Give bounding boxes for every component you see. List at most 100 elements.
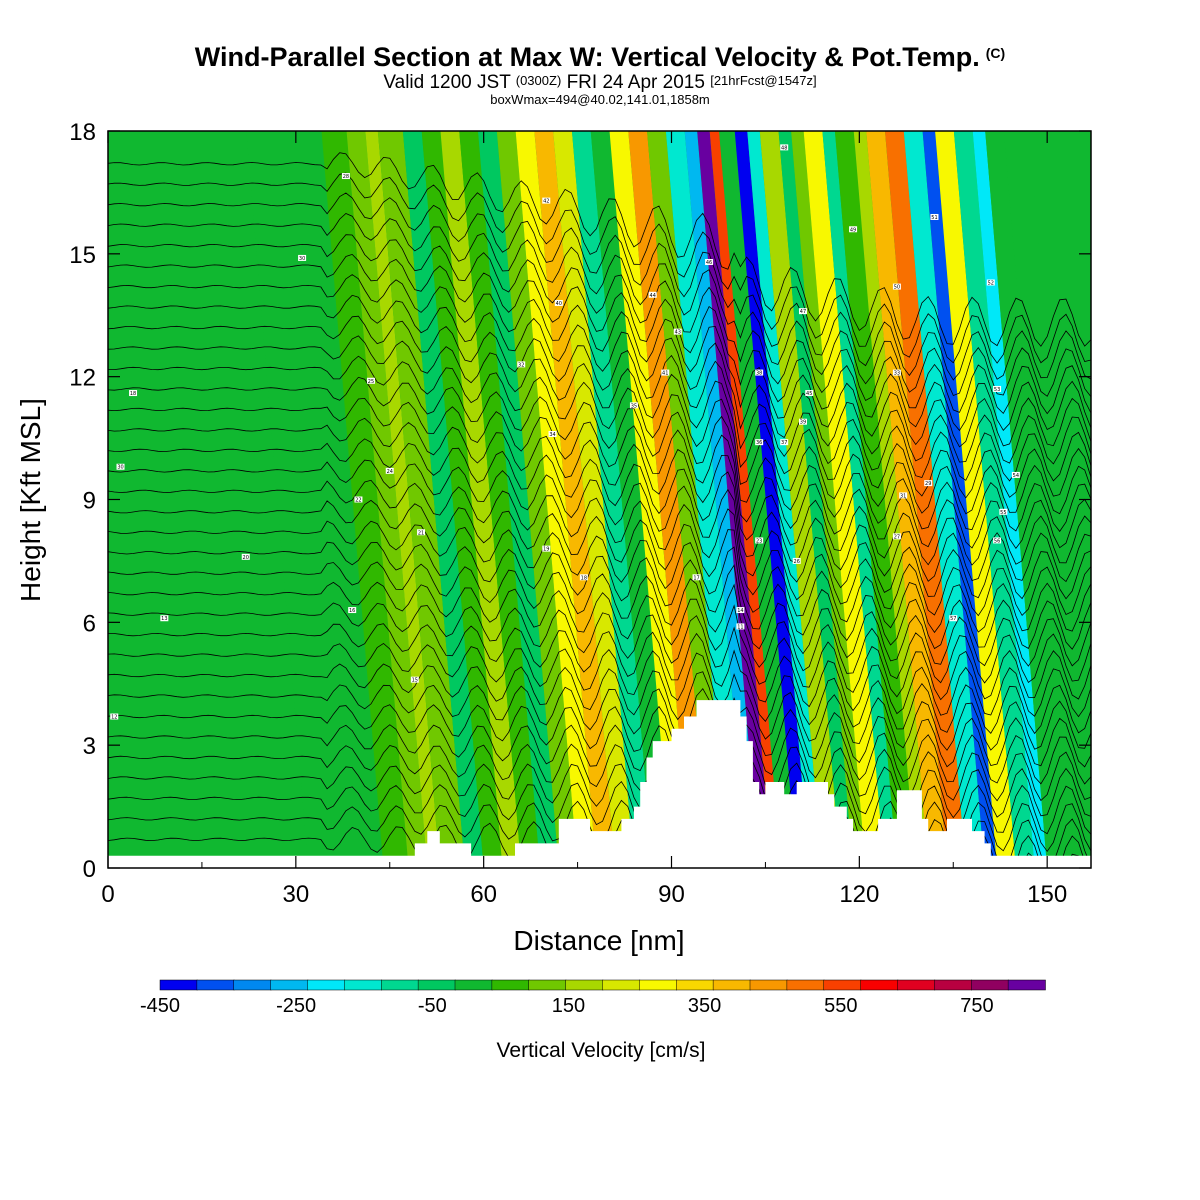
theta-contour [108, 499, 1091, 634]
contour-label: 19 [542, 545, 551, 553]
colorbar-swatch [860, 979, 899, 991]
contour-label: 38 [755, 369, 764, 377]
colorbar-tick-label: 150 [552, 995, 585, 1017]
contour-label: 36 [755, 439, 764, 446]
contour-label-text: 14 [737, 608, 743, 614]
contour-label: 48 [780, 144, 789, 151]
theta-contour [108, 294, 1091, 465]
velocity-cell [440, 131, 522, 868]
contour-label: 20 [241, 553, 250, 561]
colorbar-swatch [381, 979, 419, 991]
contour-label: 50 [892, 283, 901, 291]
x-axis-label: Distance [nm] [513, 925, 684, 956]
colorbar-swatch [344, 979, 382, 991]
theta-contour [108, 459, 1091, 600]
contour-label-text: 11 [737, 624, 743, 630]
velocity-cell [534, 131, 616, 868]
contour-label: 18 [579, 574, 588, 581]
colorbar-swatch [417, 979, 456, 991]
contour-label: 27 [892, 533, 901, 540]
velocity-cell [791, 131, 866, 868]
contour-label: 47 [798, 308, 807, 315]
colorbar-swatch [712, 979, 751, 991]
velocity-cell [803, 131, 885, 868]
contour-label: 40 [554, 299, 563, 307]
colorbar-tick-label: 550 [824, 995, 857, 1017]
y-tick-label: 18 [69, 119, 96, 146]
x-tick-label: 90 [658, 881, 685, 908]
contour-label-text: 30 [299, 256, 305, 262]
colorbar-swatch [196, 979, 235, 991]
contour-label: 30 [298, 254, 307, 262]
theta-contour [108, 643, 1091, 751]
contour-label-text: 51 [931, 215, 937, 221]
velocity-cell [459, 131, 541, 868]
y-tick-label: 9 [83, 488, 96, 515]
velocity-cell [665, 131, 747, 868]
velocity-cell [571, 131, 653, 868]
colorbar-swatch [491, 979, 530, 991]
contour-label: 14 [736, 607, 745, 614]
contour-label-text: 35 [631, 403, 637, 409]
contour-label-text: 48 [781, 145, 787, 151]
contour-label-text: 43 [675, 330, 681, 336]
contour-label: 29 [924, 480, 933, 487]
contour-label: 18 [129, 390, 138, 397]
contour-label: 28 [341, 173, 350, 180]
contour-label: 57 [949, 615, 958, 622]
velocity-cell [822, 131, 897, 868]
colorbar-swatch [233, 979, 272, 991]
velocity-cell [953, 131, 1035, 868]
contour-label-text: 12 [111, 715, 117, 721]
velocity-cell [885, 131, 966, 868]
contour-label: 31 [899, 492, 908, 499]
theta-contour [108, 213, 1091, 398]
y-tick-label: 12 [69, 365, 96, 392]
contour-label: 16 [348, 607, 357, 614]
contour-label-text: 16 [349, 608, 355, 614]
valid-date: FRI 24 Apr 2015 [566, 72, 705, 93]
theta-contour [108, 253, 1091, 432]
contour-label: 55 [999, 508, 1008, 516]
contour-label: 46 [705, 259, 714, 266]
theta-contour [108, 397, 1091, 549]
theta-contour [108, 274, 1091, 448]
contour-label: 13 [160, 615, 169, 622]
contour-label-text: 46 [706, 260, 712, 266]
contour-label: 42 [542, 197, 551, 205]
theta-contour [108, 602, 1091, 718]
colorbar-tick-label: 350 [688, 995, 721, 1017]
contour-label-text: 53 [994, 387, 1000, 393]
colorbar-swatch [823, 979, 862, 991]
contour-label-text: 23 [756, 538, 762, 544]
contour-label-text: 33 [894, 371, 900, 377]
contour-label: 49 [849, 226, 858, 233]
velocity-cell [985, 131, 1066, 868]
colorbar-tick-label: -50 [418, 995, 447, 1017]
velocity-cell [1003, 131, 1091, 868]
contour-label: 17 [692, 574, 701, 581]
colorbar-swatch [307, 979, 346, 991]
velocity-cell [719, 131, 797, 868]
colorbar-swatch [565, 979, 604, 991]
theta-contour [108, 335, 1091, 499]
colorbar-swatch [971, 979, 1009, 991]
contour-label-text: 52 [988, 280, 994, 286]
contour-label: 25 [366, 377, 375, 385]
theta-contour [108, 704, 1091, 802]
theta-contour [108, 438, 1091, 583]
theta-contour [108, 479, 1091, 617]
chart-subtitle: Valid 1200 JST (0300Z) FRI 24 Apr 2015 [… [0, 72, 1200, 94]
contour-label: 32 [517, 361, 526, 368]
contour-label: 15 [410, 676, 419, 684]
theta-contour [108, 623, 1091, 735]
colorbar-swatch [454, 979, 493, 991]
colorbar-swatch [786, 979, 825, 991]
contour-label-text: 42 [543, 199, 549, 205]
velocity-cell [590, 131, 672, 868]
contour-label-text: 41 [662, 371, 668, 377]
contour-label-text: 54 [1013, 473, 1019, 479]
contour-label-text: 22 [355, 498, 361, 504]
colorbar: -450 -250 -50 150 350 550 750 [140, 979, 1046, 1017]
